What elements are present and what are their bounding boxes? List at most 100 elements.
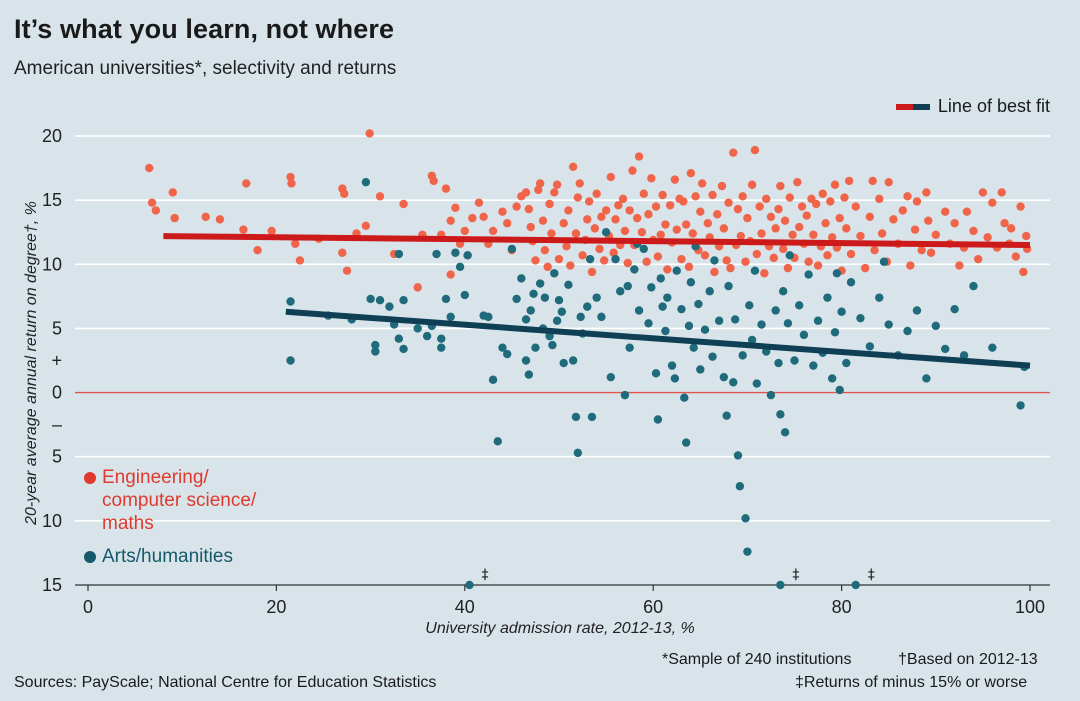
engineering-point [595,244,604,254]
engineering-point [653,252,663,261]
engineering-point [625,206,634,215]
engineering-point [647,174,656,183]
engineering-point [809,230,818,239]
arts-point [795,301,804,310]
engineering-point [724,198,733,207]
arts-point [903,326,912,336]
arts-point [809,361,818,370]
engineering-dot-icon [84,472,96,484]
engineering-point [286,172,295,182]
engineering-point [797,202,807,211]
engineering-point [597,212,606,222]
engineering-point [686,169,696,178]
arts-point [750,266,760,275]
engineering-point [903,192,912,201]
engineering-point [840,193,849,202]
engineering-point [997,188,1006,197]
arts-point [865,342,875,351]
arts-point [639,244,648,254]
arts-point [625,343,634,352]
arts-point [959,351,969,360]
engineering-point [717,181,727,191]
arts-point [502,349,512,359]
engineering-point [600,256,609,265]
engineering-point [969,226,978,236]
x-tick-label: 80 [832,597,852,617]
best-fit-line-engineering [163,233,1031,249]
arts-point [623,281,632,291]
engineering-point [922,188,931,197]
source-note: Sources: PayScale; National Centre for E… [14,674,437,691]
arts-point [689,343,698,352]
arts-point [922,374,931,383]
arts-point [512,294,521,304]
arts-point [399,344,408,354]
y-tick-label: 5 [52,447,62,467]
arts-point [766,390,776,400]
engineering-point [670,175,680,184]
arts-point [592,293,601,302]
engineering-point [559,219,568,228]
arts-point [571,412,581,422]
x-tick-label: 40 [455,597,475,617]
arts-point [451,248,460,257]
arts-point [455,262,465,272]
engineering-point [614,201,623,210]
engineering-point [534,185,543,195]
arts-point [651,369,661,378]
engineering-point [498,207,507,216]
arts-point [722,411,731,420]
arts-point [399,296,408,305]
engineering-point [512,202,521,211]
engineering-point [889,215,898,224]
arts-point [776,410,785,419]
engineering-point [983,233,992,242]
arts-point [361,177,371,187]
y-tick-label: 5 [52,318,62,338]
arts-point [535,279,545,288]
arts-point [778,287,788,296]
engineering-point [760,269,769,278]
best-fit-legend: Line of best fit [895,96,1050,117]
engineering-point [573,193,583,202]
engineering-point [592,189,601,198]
floor-point [851,580,860,590]
arts-point [437,343,446,352]
engineering-point [729,148,738,157]
arts-point [507,244,517,254]
engineering-point [429,176,438,186]
engineering-point [543,262,552,272]
engineering-point [1019,267,1028,277]
engineering-point [554,254,564,264]
legend-arts-label: Arts/humanities [102,546,233,567]
arts-point [694,299,703,309]
engineering-point [973,254,983,264]
engineering-point [446,270,455,279]
engineering-point [766,212,776,222]
engineering-point [835,213,844,223]
engineering-point [774,204,783,214]
engineering-point [743,213,752,223]
engineering-point [684,262,694,272]
arts-point [661,326,670,336]
engineering-point [571,229,581,238]
engineering-point [906,261,915,270]
engineering-point [708,190,717,200]
engineering-point [762,194,771,204]
best-fit-line-arts [285,308,1031,369]
y-tick-label: 15 [42,190,62,210]
arts-point [785,251,794,260]
arts-point [559,358,568,368]
engineering-point [147,198,157,207]
engineering-point [540,245,550,255]
arts-point [587,412,597,422]
floor-marker-label: ‡ [482,567,489,583]
arts-point [714,316,724,325]
engineering-point [253,245,262,255]
engineering-point [931,230,940,239]
floor-point [465,580,474,590]
engineering-point [584,197,594,206]
arts-point [413,324,422,333]
arts-point [827,374,837,383]
y-tick-label: – [52,415,62,435]
